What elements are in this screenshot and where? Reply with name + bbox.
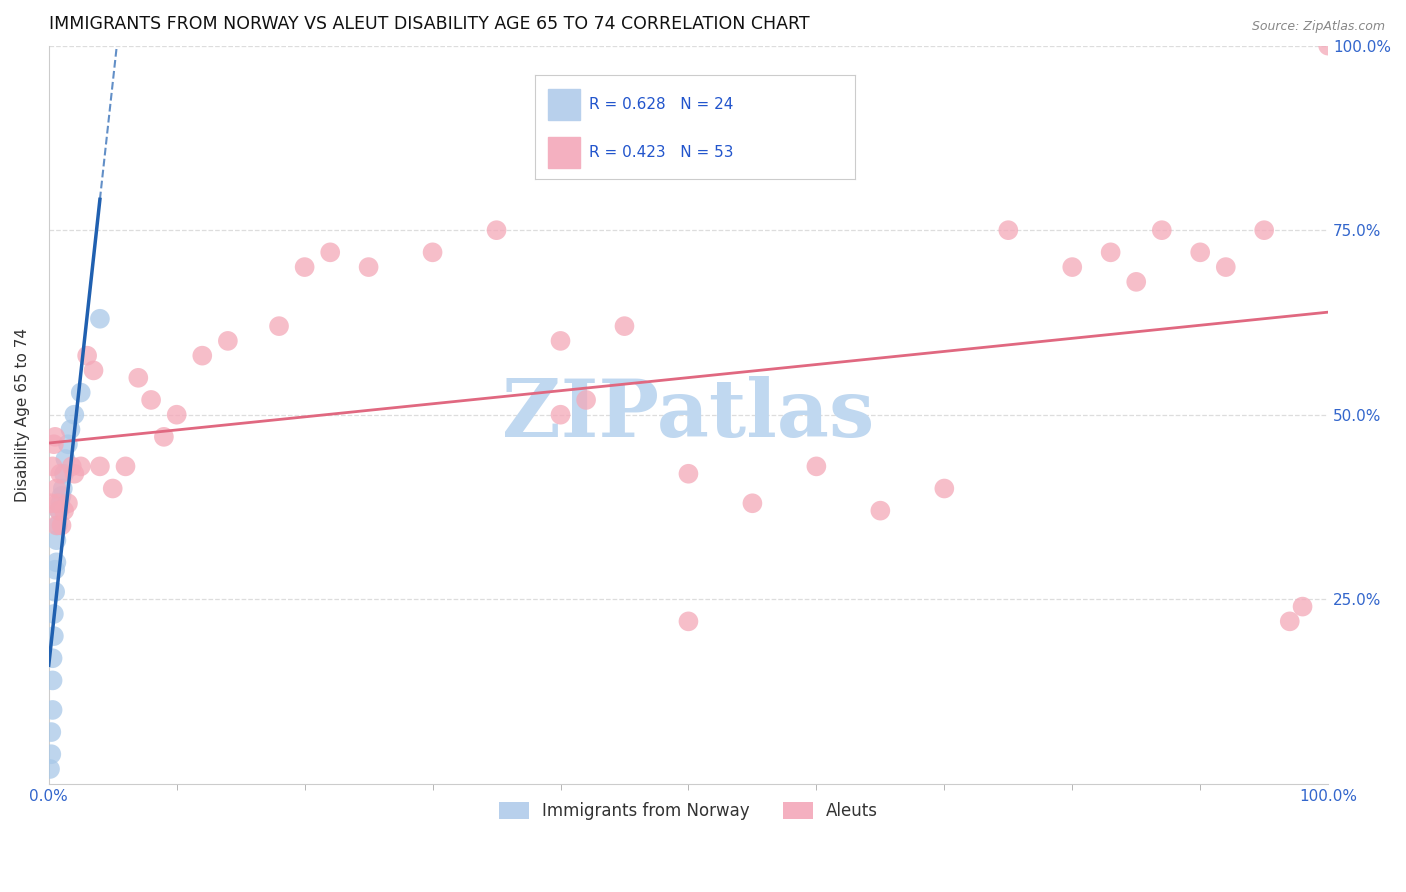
Point (49, 496, 72, 510)
Point (45, 533, 67, 548)
Point (741, 496, 763, 510)
Point (191, 349, 214, 363)
Point (89, 459, 111, 474)
Point (53, 467, 76, 481)
Point (1317, 38, 1340, 53)
Point (806, 459, 828, 474)
Point (41, 651, 63, 665)
Point (39, 496, 62, 510)
Point (1062, 260, 1084, 274)
Point (678, 615, 700, 629)
Point (45, 482, 67, 496)
Point (575, 392, 598, 407)
Point (51, 489, 73, 503)
Point (485, 223, 508, 237)
Point (42, 437, 65, 451)
Point (1125, 275, 1147, 289)
Point (44, 563, 66, 577)
Point (69, 385, 91, 400)
Point (83, 363, 105, 377)
Point (48, 503, 70, 517)
Point (56, 496, 79, 510)
Point (294, 260, 316, 274)
Point (139, 392, 162, 407)
Point (678, 467, 700, 481)
Point (101, 482, 124, 496)
Point (1150, 223, 1173, 237)
Point (1215, 260, 1237, 274)
Point (48, 503, 70, 517)
Point (41, 673, 63, 688)
Point (55, 452, 77, 467)
Point (59, 422, 82, 436)
Point (76, 349, 98, 363)
Point (49, 467, 72, 481)
Legend: Immigrants from Norway, Aleuts: Immigrants from Norway, Aleuts (492, 796, 884, 827)
Point (39, 725, 62, 739)
Point (934, 482, 956, 496)
Point (60, 459, 83, 474)
Point (613, 319, 636, 334)
Point (550, 334, 572, 348)
Point (39, 762, 62, 776)
Point (114, 459, 136, 474)
Point (53, 503, 76, 517)
Point (41, 459, 63, 474)
Text: IMMIGRANTS FROM NORWAY VS ALEUT DISABILITY AGE 65 TO 74 CORRELATION CHART: IMMIGRANTS FROM NORWAY VS ALEUT DISABILI… (49, 15, 810, 33)
Point (997, 223, 1019, 237)
Point (1189, 245, 1212, 260)
Text: ZIPatlas: ZIPatlas (502, 376, 875, 454)
Point (869, 503, 891, 517)
Point (44, 584, 66, 599)
Point (41, 703, 63, 717)
Point (63, 408, 86, 422)
Text: Source: ZipAtlas.com: Source: ZipAtlas.com (1251, 20, 1385, 33)
Point (42, 629, 65, 643)
Point (1291, 599, 1313, 614)
Point (153, 430, 176, 444)
Y-axis label: Disability Age 65 to 74: Disability Age 65 to 74 (15, 327, 30, 501)
Point (1099, 245, 1122, 260)
Point (1278, 615, 1301, 629)
Point (357, 260, 380, 274)
Point (56, 437, 79, 451)
Point (89, 311, 111, 326)
Point (46, 518, 69, 533)
Point (127, 371, 149, 385)
Point (319, 245, 342, 260)
Point (1253, 223, 1275, 237)
Point (45, 518, 67, 533)
Point (63, 467, 86, 481)
Point (44, 430, 66, 444)
Point (51, 518, 73, 533)
Point (45, 555, 67, 569)
Point (217, 334, 239, 348)
Point (166, 408, 188, 422)
Point (422, 245, 444, 260)
Point (42, 607, 65, 621)
Point (550, 408, 572, 422)
Point (69, 459, 91, 474)
Point (52, 482, 75, 496)
Point (46, 496, 69, 510)
Point (267, 319, 290, 334)
Point (39, 747, 62, 762)
